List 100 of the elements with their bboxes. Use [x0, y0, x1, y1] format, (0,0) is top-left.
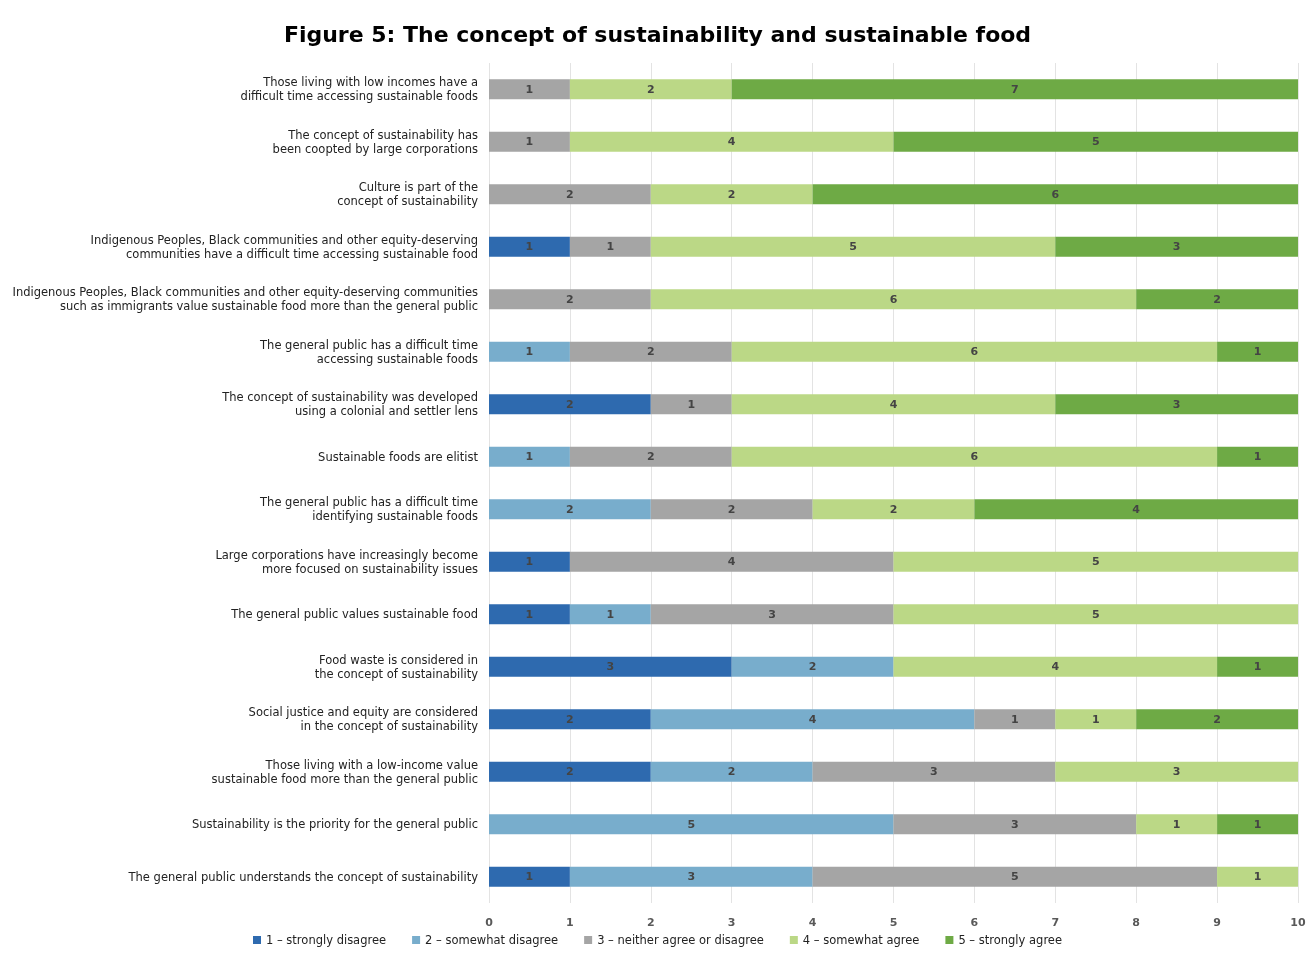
- bar: [489, 236, 570, 257]
- data-label: 5: [849, 240, 857, 254]
- data-label: 1: [525, 240, 534, 254]
- bar: [489, 866, 570, 887]
- data-label: 3: [768, 607, 776, 621]
- data-label: 1: [1011, 712, 1019, 726]
- bar: [1136, 289, 1298, 310]
- data-label: 5: [1091, 607, 1100, 621]
- data-label: 1: [606, 240, 615, 254]
- bar: [489, 131, 570, 152]
- bar: [1136, 814, 1218, 835]
- data-label: 6: [970, 345, 979, 359]
- y-tick-label: Sustainable foods are elitist: [318, 449, 479, 464]
- data-label: 1: [1253, 870, 1262, 884]
- bar: [1217, 814, 1298, 835]
- bar: [569, 131, 894, 152]
- bar: [650, 289, 1137, 310]
- data-label: 4: [1132, 502, 1141, 516]
- bar: [974, 709, 1056, 730]
- y-tick-label: Social justice and equity are considered in the concept of sustainability: [248, 705, 479, 734]
- data-label: 3: [1172, 240, 1181, 254]
- data-label: 2: [1213, 712, 1221, 726]
- bar: [489, 814, 894, 835]
- bar: [812, 184, 1298, 205]
- bar: [1055, 394, 1298, 415]
- bar: [650, 499, 813, 520]
- data-label: 2: [727, 765, 736, 779]
- bar: [569, 79, 732, 100]
- data-label: 1: [525, 607, 534, 621]
- data-label: 1: [1253, 345, 1262, 359]
- data-label: 5: [1011, 870, 1019, 884]
- bar: [489, 656, 732, 677]
- data-label: 4: [808, 712, 817, 726]
- data-label: 6: [889, 292, 898, 306]
- y-tick-label: The general public has a difficult time accessing sustainable foods: [259, 337, 479, 366]
- bar: [1055, 761, 1298, 782]
- chart-title: Figure 5: The concept of sustainability and sustainable food: [283, 21, 1032, 47]
- data-label: 2: [566, 502, 574, 516]
- bar: [1217, 446, 1298, 467]
- y-tick-label: Those living with a low-income value sustainable food more than the general public: [211, 757, 478, 786]
- bar: [812, 866, 1218, 887]
- data-label: 2: [566, 397, 574, 411]
- bar: [731, 656, 894, 677]
- data-label: 4: [889, 397, 898, 411]
- data-label: 4: [727, 555, 736, 569]
- bar: [893, 656, 1218, 677]
- data-label: 3: [606, 660, 615, 674]
- bar: [489, 341, 570, 362]
- y-tick-label: Those living with low incomes have a difficult time accessing sustainable foods: [240, 75, 478, 104]
- bar: [1217, 341, 1298, 362]
- data-label: 1: [1253, 660, 1262, 674]
- data-label: 1: [525, 870, 534, 884]
- bar: [731, 446, 1218, 467]
- data-label: 2: [1213, 292, 1221, 306]
- y-tick-label: The general public values sustainable food: [230, 607, 478, 622]
- y-tick-label: Indigenous Peoples, Black communities and other equity-deserving communities such as immigrants value sustainable food more than the general public: [12, 285, 478, 314]
- bar: [893, 131, 1298, 152]
- data-label: 5: [1091, 555, 1100, 569]
- data-label: 1: [525, 82, 534, 96]
- bar: [1217, 656, 1298, 677]
- data-label: 1: [687, 397, 696, 411]
- bar: [569, 551, 894, 572]
- bar: [650, 236, 1056, 257]
- data-label: 1: [525, 450, 534, 464]
- data-label: 1: [1253, 450, 1262, 464]
- bar: [489, 604, 570, 625]
- data-label: 3: [1172, 397, 1181, 411]
- bar: [893, 551, 1298, 572]
- bar: [569, 236, 651, 257]
- y-tick-label: The general public has a difficult time identifying sustainable foods: [259, 495, 478, 524]
- bar: [1055, 236, 1298, 257]
- y-tick-label: Sustainability is the priority for the general public: [191, 817, 478, 832]
- y-tick-label: The concept of sustainability was developed using a colonial and settler lens: [221, 390, 478, 419]
- data-label: 2: [646, 450, 655, 464]
- legend-label: 2 – somewhat disagree: [425, 933, 559, 947]
- data-label: 4: [1051, 660, 1060, 674]
- data-label: 2: [727, 187, 736, 201]
- x-tick-label: 9: [1213, 916, 1221, 929]
- x-tick-label: 2: [646, 916, 655, 929]
- bar: [1217, 866, 1298, 887]
- x-tick-label: 0: [485, 916, 494, 929]
- bar: [731, 394, 1056, 415]
- bar: [489, 761, 651, 782]
- bar: [812, 761, 1056, 782]
- data-label: 3: [1172, 765, 1181, 779]
- bar: [489, 446, 570, 467]
- x-tick-label: 4: [808, 916, 817, 929]
- bar: [489, 79, 570, 100]
- bar: [893, 604, 1298, 625]
- bar: [489, 709, 651, 730]
- data-label: 3: [930, 765, 938, 779]
- bar: [650, 184, 813, 205]
- data-label: 1: [525, 345, 534, 359]
- bar: [974, 499, 1298, 520]
- legend-label: 5 – strongly agree: [958, 933, 1063, 947]
- bar: [650, 394, 732, 415]
- x-tick-label: 10: [1290, 916, 1306, 929]
- bar: [569, 446, 732, 467]
- y-tick-label: Indigenous Peoples, Black communities and other equity-deserving communities have a difficult time accessing sustainable food: [90, 232, 478, 261]
- data-label: 2: [566, 187, 574, 201]
